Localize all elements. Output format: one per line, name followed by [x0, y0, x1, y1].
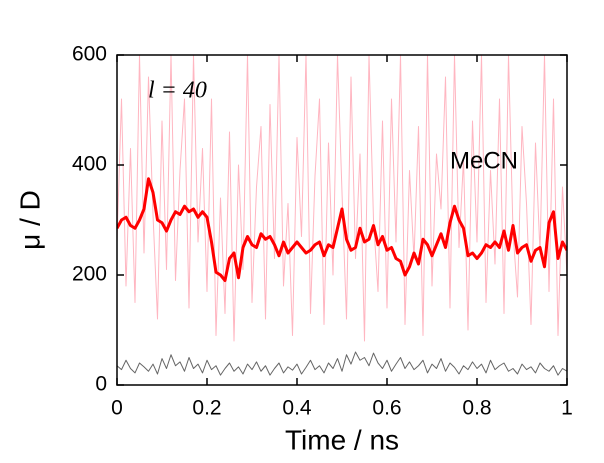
plot-area — [117, 55, 567, 376]
line — [117, 351, 567, 376]
y-tick-label: 200 — [72, 263, 107, 286]
x-tick-label: 0.8 — [462, 397, 491, 420]
line — [117, 55, 567, 342]
plot-frame — [116, 54, 568, 386]
x-tick-label: 0.6 — [372, 397, 401, 420]
annotation: l = 40 — [148, 78, 207, 104]
line — [117, 177, 567, 282]
y-axis-label: μ / D — [14, 190, 45, 250]
x-tick-label: 0 — [111, 397, 123, 420]
y-tick-label: 0 — [95, 373, 107, 396]
x-tick-label: 0.4 — [282, 397, 312, 420]
x-axis-label: Time / ns — [285, 424, 399, 455]
y-tick-label: 400 — [72, 153, 107, 176]
x-tick-label: 1 — [561, 397, 573, 420]
y-tick-label: 600 — [72, 43, 107, 66]
x-tick-label: 0.2 — [192, 397, 221, 420]
annotation: MeCN — [450, 147, 518, 174]
